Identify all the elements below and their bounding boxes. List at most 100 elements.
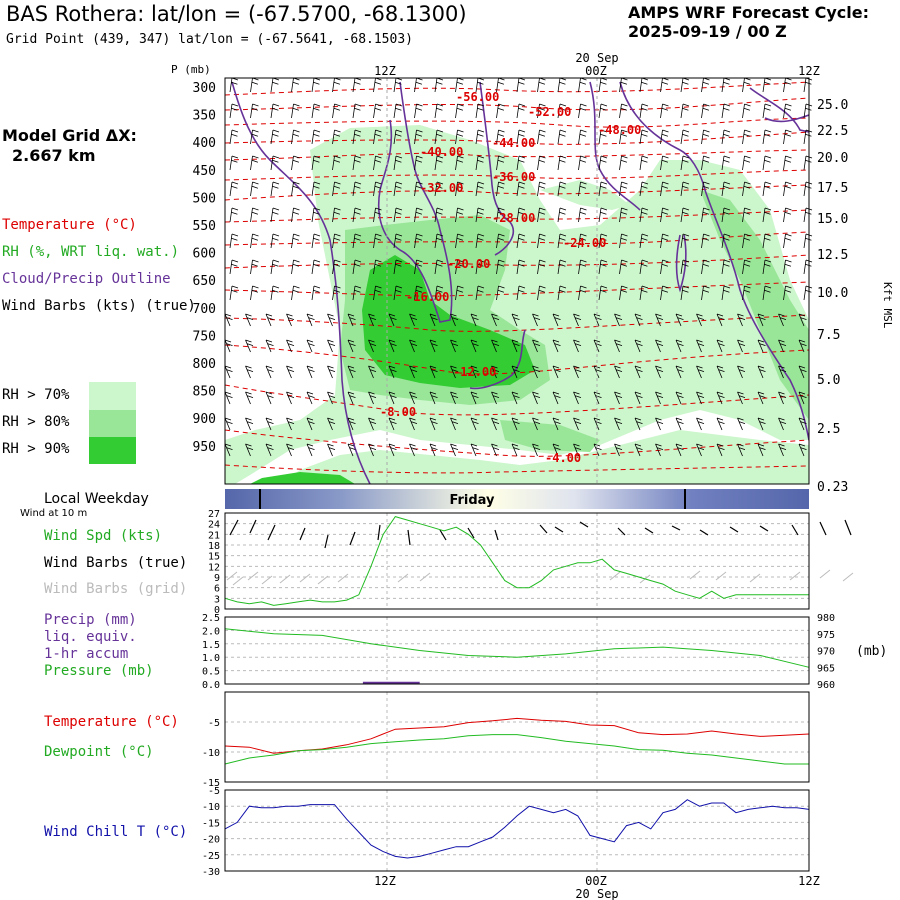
wind-barb [639,233,649,249]
wind-barb [250,233,259,249]
wind-barb [496,155,505,171]
wind-barb [475,129,485,145]
wind-barb [660,181,669,197]
wind-barb [680,233,690,249]
bottom-tick-00z: 00Z [585,874,607,888]
wind-barb [655,313,664,327]
wind-barb [598,259,608,275]
wind-barb [250,207,259,223]
wind-barb [327,443,336,457]
wind-barb [614,443,623,457]
model-grid-value: 2.667 km [12,146,96,165]
pressure-tick-label: 350 [193,109,216,124]
chart-title: BAS Rothera: lat/lon = (-67.5700, -68.13… [6,2,467,26]
wind-barb [388,313,397,327]
wind-barb [347,443,356,457]
windchill-tick-label: -5 [208,786,220,797]
wind-barb [475,259,485,275]
contour-label-36: -36.00 [492,170,535,184]
wind-barb [573,339,582,353]
wind-barb [511,417,520,431]
wind-barb [655,443,664,457]
wind-barb [783,259,792,275]
legend-temperature: Temperature (°C) [2,217,137,233]
wind-barb [783,207,792,223]
top-time-axis: 12Z 00Z 12Z 20 Sep [374,51,820,78]
pressure-tick-label: 550 [193,219,216,234]
wind-barb [245,339,254,353]
wind-barb [660,259,669,275]
wind-barb [532,443,541,457]
wind-barb [388,417,397,431]
wind-barb [619,259,628,275]
wind-barb [537,207,546,223]
wind-barb [414,233,423,249]
wind-barb [286,417,295,431]
wind-barb [250,181,259,197]
wind-barb [373,285,382,301]
temperature-contour-labels: -56.00 -52.00 -48.00 -44.00 -40.00 -36.0… [380,90,641,465]
pressure-tick-label: 700 [193,302,216,317]
precip-tick-label: 1.0 [202,653,220,664]
wind-barb [450,339,459,353]
wind-barb [429,339,438,353]
wind-barb [757,313,766,327]
wind-barb [327,313,336,327]
wind-barb [434,103,444,119]
wind-barb [286,365,295,379]
wind-barb [578,259,587,275]
wind-barb [475,155,485,171]
wind-barb [286,443,295,457]
wind-barb [757,391,766,405]
wind-barb [557,103,567,119]
wind-barb [414,155,423,171]
wind-barb [757,443,766,457]
wind-barb [619,129,628,145]
contour-label-20: -20.00 [447,257,490,271]
wind-barb [245,313,254,327]
pressure-tick-label: 600 [193,247,216,262]
wind-barb [429,443,438,457]
wind-barb [737,391,746,405]
wind-tick-label: 18 [208,541,220,552]
wind-barb [511,339,520,353]
wind-barb [742,233,751,249]
wind-barb [286,313,295,327]
main-gridlines [386,78,598,484]
contour-label-24: -24.00 [563,236,606,250]
wind-barb [475,103,485,119]
wind-barb [762,233,772,249]
wind-barb [619,103,628,119]
pressure-tick-label: 450 [193,164,216,179]
wind-barb [229,207,239,223]
wind-barb [716,313,725,327]
wind-barb [598,207,608,223]
wind-barb [270,181,280,197]
wind-barb [470,443,479,457]
wind-barb [450,313,459,327]
wind-barb [455,285,464,301]
wind-barb [270,285,280,301]
wind-barb [660,233,669,249]
pressure-tick-label: 970 [817,647,835,658]
wind-barb [511,443,520,457]
wind-tick-label: 0 [214,605,220,616]
wind-barb [332,129,341,145]
top-tick-12z-a: 12Z [374,64,396,78]
contour-label-40: -40.00 [420,145,463,159]
temperature-label: Temperature (°C) [44,714,179,730]
bottom-date: 20 Sep [575,887,618,900]
wind-barb [311,285,321,301]
wind-barb [434,207,444,223]
wind-barb [496,129,505,145]
wind-barb [762,181,772,197]
wind-barb [470,391,479,405]
top-tick-00z: 00Z [585,64,607,78]
temperature-series [224,717,810,754]
wind-barb [655,339,664,353]
wind-barb [614,417,623,431]
wind-barb [721,259,731,275]
wind-barb [229,103,239,119]
wind-barb [762,77,772,93]
